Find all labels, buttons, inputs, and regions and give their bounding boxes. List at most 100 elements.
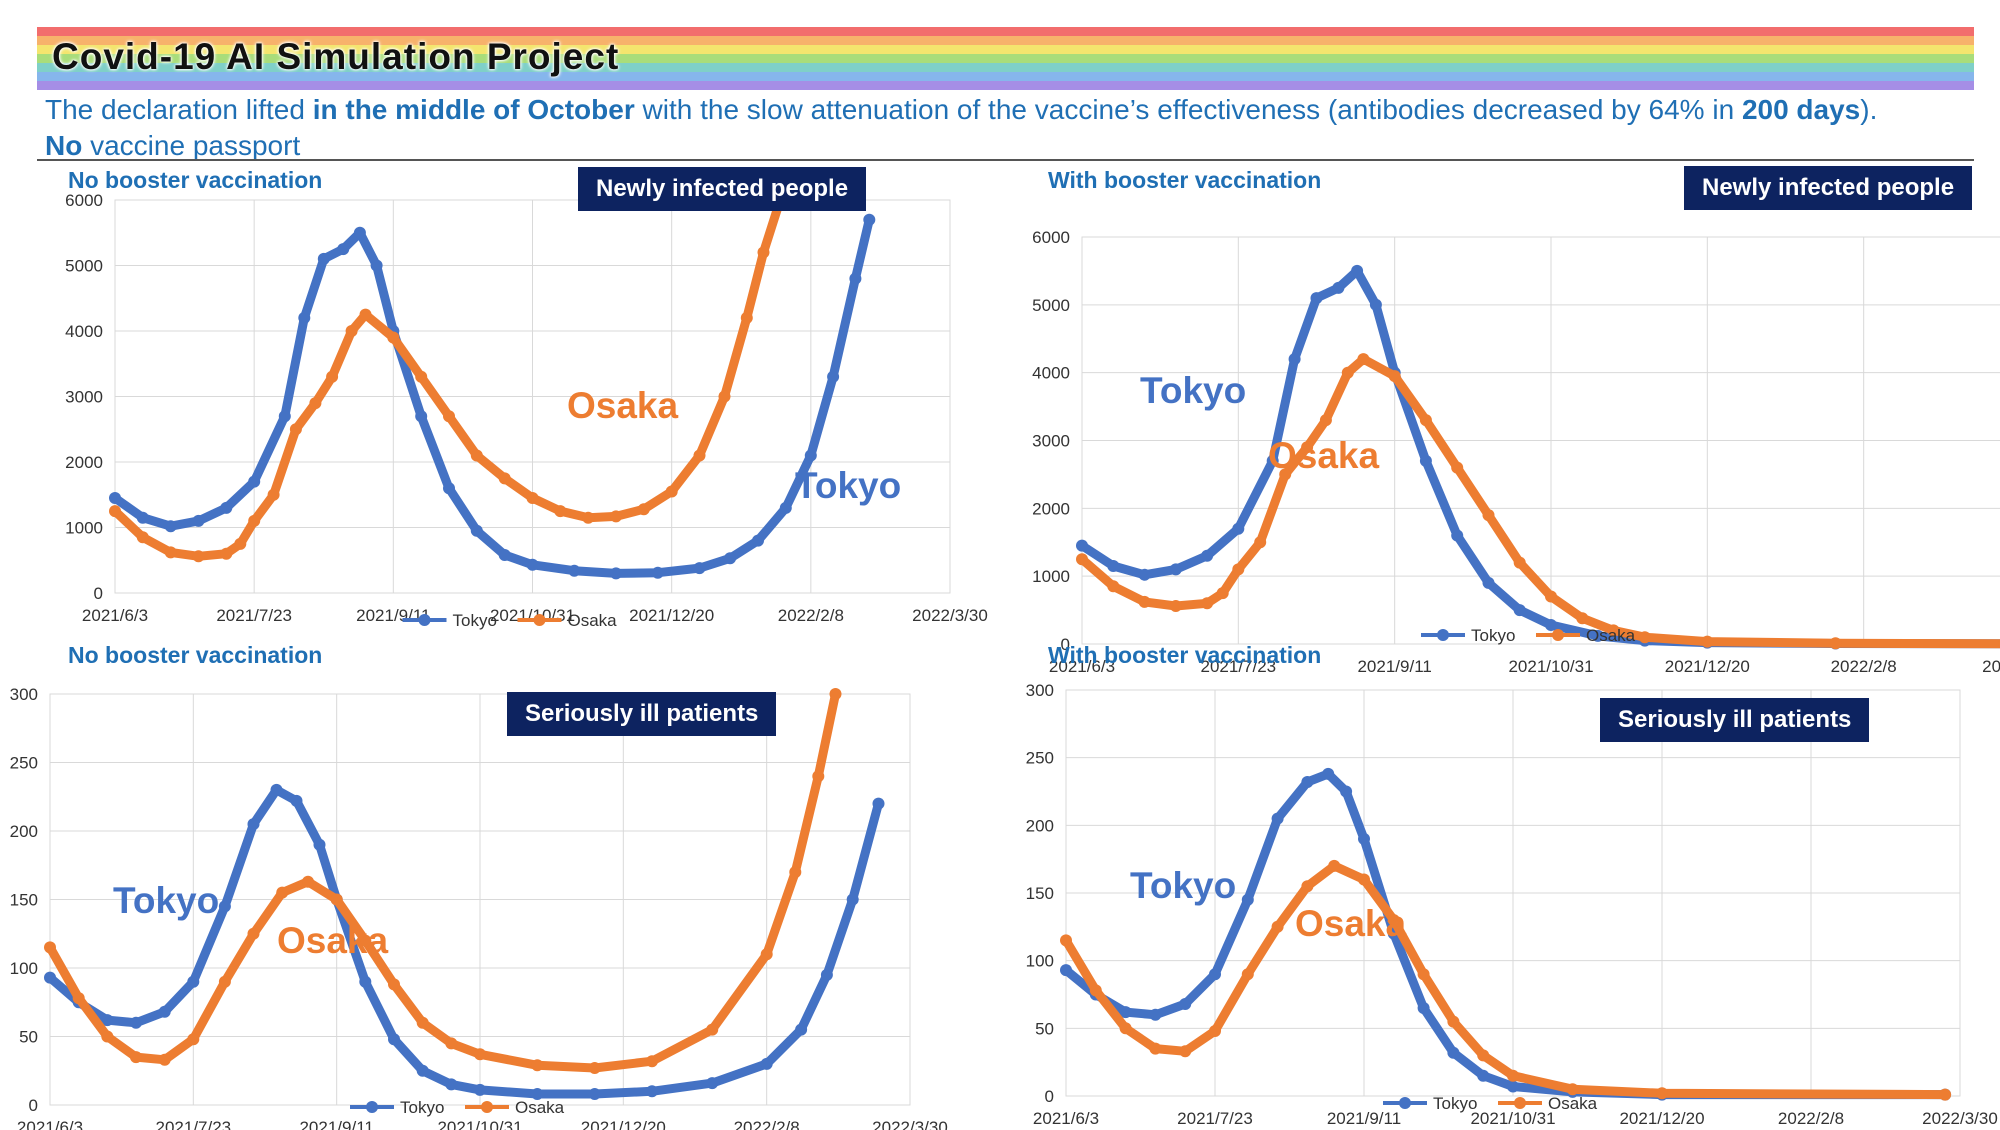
data-point-tokyo bbox=[470, 524, 483, 537]
chart-svg: 0 1000 2000 3000 4000 5000 6000 2021/6/3 2021/7/… bbox=[65, 191, 988, 630]
in-chart-label-tokyo: Tokyo bbox=[113, 880, 220, 921]
data-point-tokyo bbox=[1358, 832, 1370, 845]
data-point-osaka bbox=[693, 449, 706, 462]
data-point-osaka bbox=[1545, 590, 1557, 603]
data-point-tokyo bbox=[827, 370, 840, 383]
data-point-osaka bbox=[740, 311, 753, 324]
legend-label-tokyo: Tokyo bbox=[1433, 1094, 1477, 1113]
y-tick-label: 0 bbox=[1045, 1087, 1054, 1106]
data-point-tokyo bbox=[220, 501, 233, 514]
header-divider bbox=[37, 159, 1974, 161]
data-point-tokyo bbox=[317, 252, 330, 265]
x-tick-label: 2022/2/8 bbox=[734, 1118, 800, 1130]
x-tick-label: 2021/7/23 bbox=[216, 606, 292, 625]
data-point-osaka bbox=[665, 485, 678, 498]
data-point-osaka bbox=[1701, 635, 1714, 648]
data-point-osaka bbox=[1169, 600, 1182, 612]
y-tick-label: 6000 bbox=[65, 191, 103, 210]
data-point-tokyo bbox=[1271, 812, 1284, 825]
data-point-tokyo bbox=[218, 900, 231, 913]
subtitle-highlight-3: No bbox=[45, 130, 83, 161]
data-point-osaka bbox=[1357, 353, 1370, 366]
data-point-tokyo bbox=[1340, 785, 1353, 798]
data-point-osaka bbox=[330, 893, 343, 906]
data-point-tokyo bbox=[192, 514, 205, 527]
y-tick-label: 3000 bbox=[65, 388, 103, 407]
series-line-tokyo bbox=[45, 785, 883, 1099]
x-tick-label: 2021/7/23 bbox=[1177, 1109, 1253, 1128]
subtitle-text-4: vaccine passport bbox=[82, 130, 301, 161]
data-point-osaka bbox=[706, 1023, 719, 1036]
chart-badge: Seriously ill patients bbox=[1600, 698, 1870, 742]
data-point-osaka bbox=[1576, 612, 1589, 625]
x-tick-label: 2021/10/31 bbox=[1508, 657, 1593, 676]
data-point-tokyo bbox=[846, 893, 859, 906]
data-point-osaka bbox=[1119, 1022, 1132, 1035]
data-point-tokyo bbox=[1369, 298, 1382, 311]
data-point-tokyo bbox=[1138, 568, 1151, 581]
x-tick-label: 2021/10/31 bbox=[490, 606, 575, 625]
rainbow-stripe bbox=[37, 72, 1974, 81]
x-tick-label: 2021/6/3 bbox=[17, 1118, 83, 1130]
data-point-osaka bbox=[757, 246, 770, 259]
data-point-tokyo bbox=[1301, 776, 1314, 788]
rainbow-stripe bbox=[37, 81, 1974, 90]
data-point-osaka bbox=[610, 510, 622, 523]
data-point-tokyo bbox=[1119, 1006, 1132, 1019]
data-point-osaka bbox=[1279, 468, 1292, 481]
data-point-tokyo bbox=[248, 475, 261, 488]
data-point-osaka bbox=[1216, 587, 1229, 600]
data-point-osaka bbox=[1451, 461, 1464, 474]
data-point-tokyo bbox=[1209, 968, 1221, 981]
data-point-osaka bbox=[1328, 859, 1341, 872]
data-point-tokyo bbox=[290, 794, 303, 807]
data-point-osaka bbox=[302, 875, 314, 888]
data-point-tokyo bbox=[724, 552, 737, 565]
legend-label-osaka: Osaka bbox=[515, 1098, 565, 1117]
data-point-tokyo bbox=[1591, 629, 1604, 642]
data-point-osaka bbox=[1482, 509, 1495, 522]
data-point-osaka bbox=[1241, 968, 1254, 981]
data-point-tokyo bbox=[416, 1064, 429, 1077]
x-tick-label: 2021/12/20 bbox=[629, 606, 714, 625]
legend-marker-tokyo bbox=[1437, 629, 1449, 641]
data-point-tokyo bbox=[1201, 549, 1214, 562]
data-point-osaka bbox=[1076, 553, 1088, 566]
chart-badge: Newly infected people bbox=[1684, 166, 1973, 210]
subtitle-highlight-2: 200 days bbox=[1741, 94, 1861, 125]
data-point-osaka bbox=[443, 410, 455, 423]
x-tick-label: 2021/6/3 bbox=[82, 606, 148, 625]
y-tick-label: 200 bbox=[10, 822, 38, 841]
data-point-osaka bbox=[1107, 580, 1120, 593]
chart-title: With booster vaccination bbox=[1048, 167, 1322, 193]
x-tick-label: 2021/7/23 bbox=[1201, 657, 1277, 676]
y-tick-label: 2000 bbox=[65, 453, 103, 472]
data-point-osaka bbox=[388, 978, 400, 991]
data-point-tokyo bbox=[646, 1085, 658, 1098]
y-tick-label: 2000 bbox=[1032, 499, 1070, 518]
legend-marker-tokyo bbox=[1399, 1097, 1411, 1109]
data-point-osaka bbox=[1477, 1049, 1490, 1062]
x-tick-label: 2021/12/20 bbox=[581, 1118, 666, 1130]
data-point-tokyo bbox=[1507, 1080, 1519, 1093]
data-point-tokyo bbox=[779, 501, 792, 514]
data-point-tokyo bbox=[337, 243, 350, 256]
legend-label-osaka: Osaka bbox=[1586, 626, 1636, 645]
data-point-tokyo bbox=[872, 797, 885, 810]
data-point-tokyo bbox=[1447, 1046, 1460, 1059]
y-tick-label: 100 bbox=[1026, 952, 1054, 971]
data-point-tokyo bbox=[1266, 454, 1279, 467]
data-point-osaka bbox=[1358, 873, 1370, 886]
subtitle-text-2: with the slow attenuation of the vaccine… bbox=[634, 94, 1742, 125]
legend-label-osaka: Osaka bbox=[568, 611, 618, 630]
data-point-tokyo bbox=[1513, 604, 1526, 617]
chart-svg: 0 1000 2000 3000 4000 5000 6000 2021/6/3 2021/7/… bbox=[1032, 228, 2000, 676]
data-point-osaka bbox=[445, 1037, 458, 1050]
data-point-osaka bbox=[1388, 370, 1401, 383]
data-point-tokyo bbox=[795, 1023, 808, 1036]
data-point-osaka bbox=[1179, 1045, 1192, 1058]
data-point-osaka bbox=[637, 503, 650, 516]
data-point-tokyo bbox=[820, 968, 833, 981]
data-point-osaka bbox=[1209, 1025, 1221, 1037]
data-point-tokyo bbox=[693, 562, 706, 575]
